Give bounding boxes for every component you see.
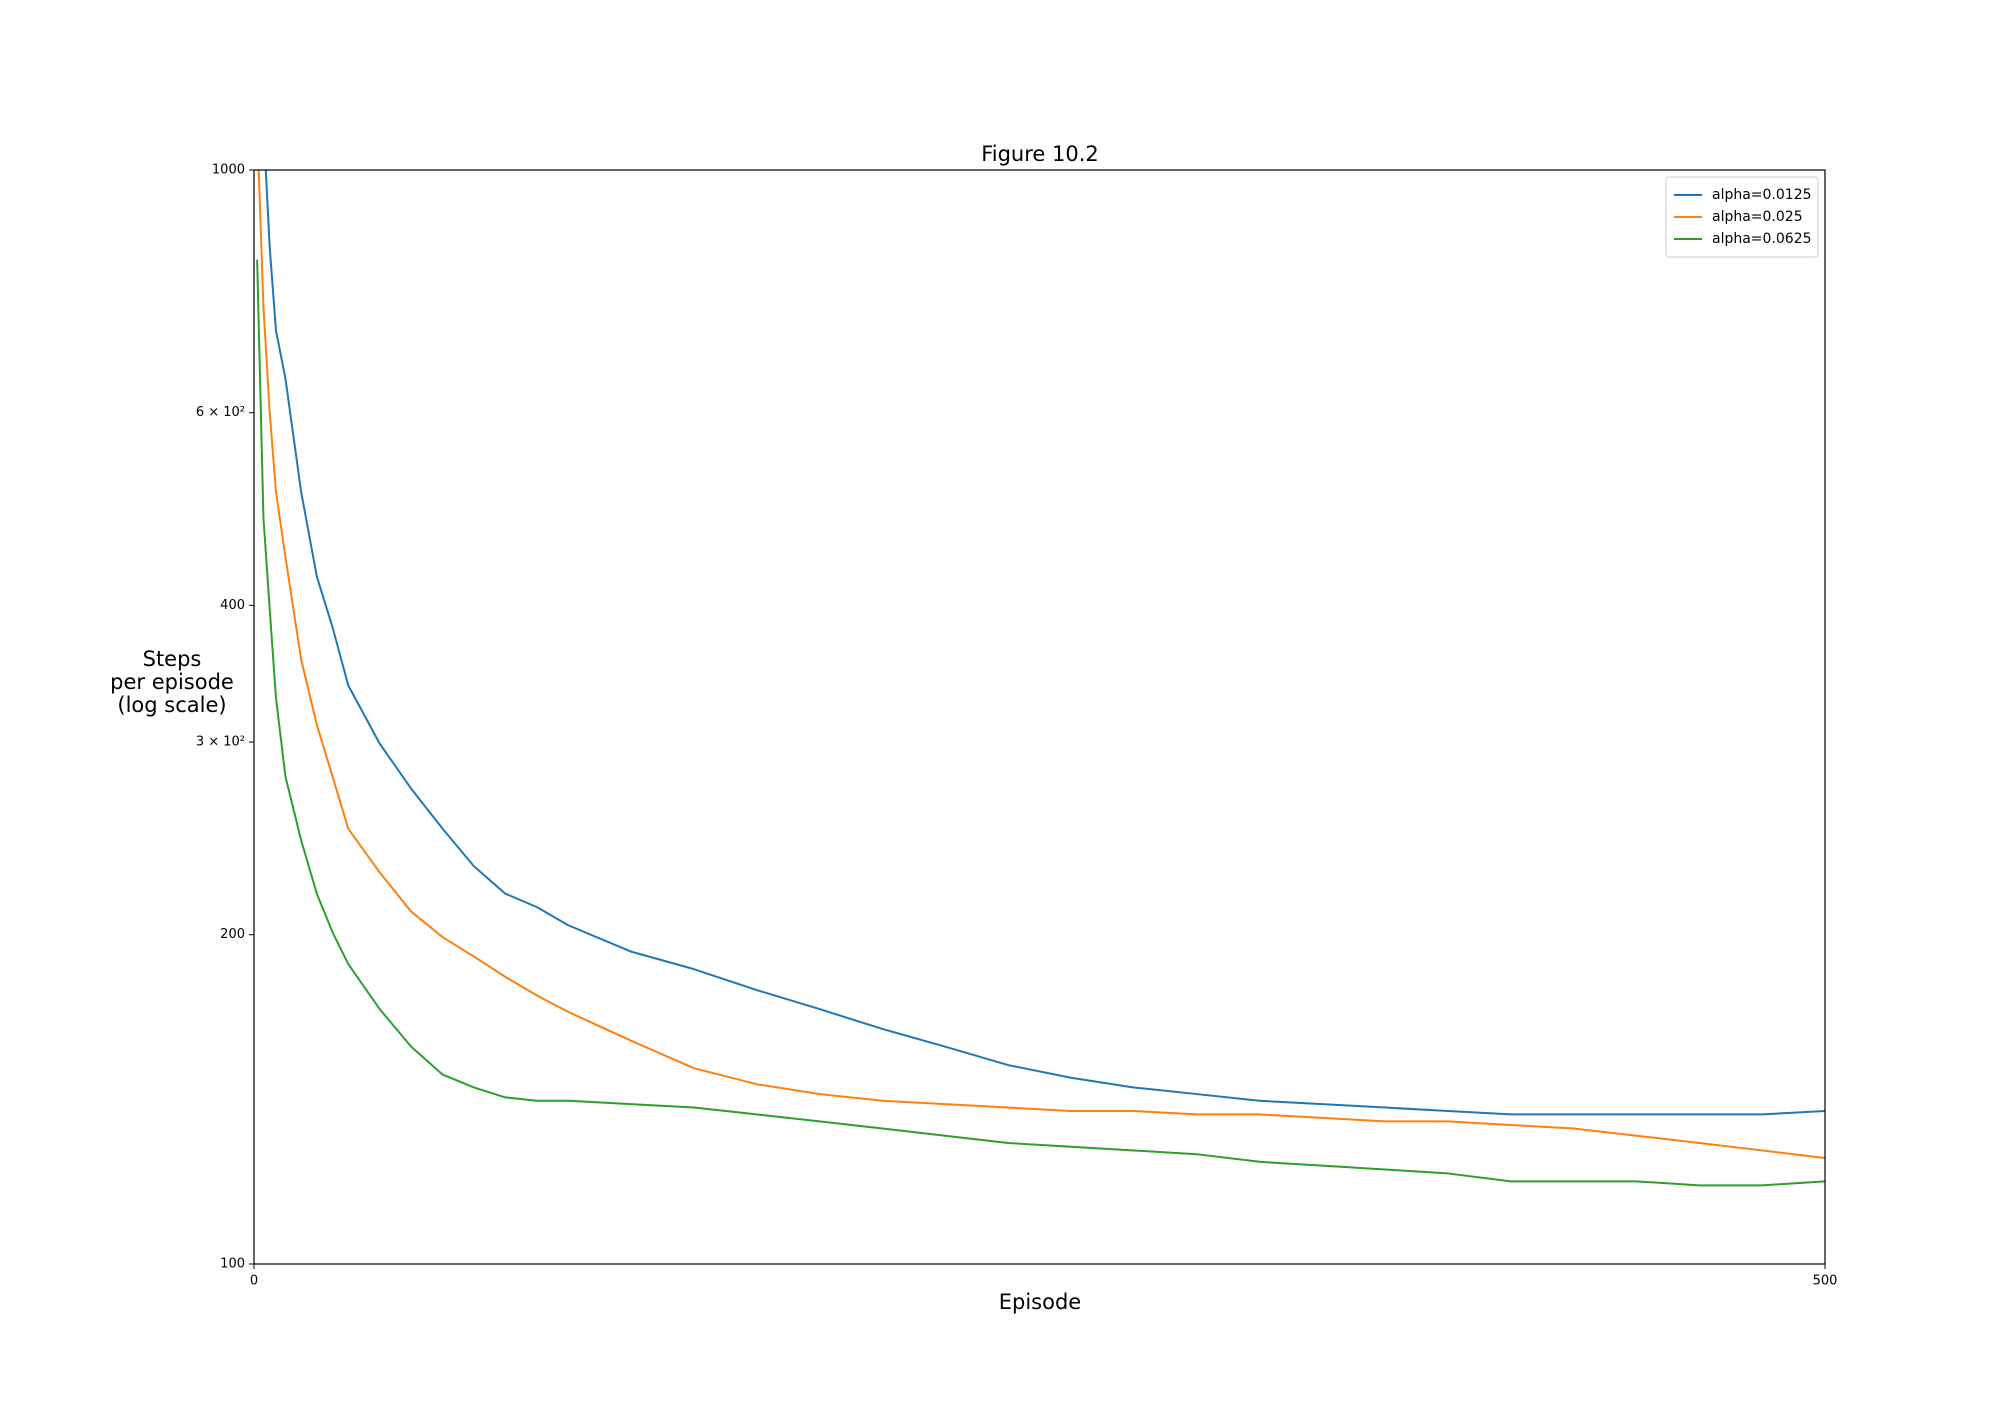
y-tick-label: 200 xyxy=(220,927,245,942)
legend-label: alpha=0.0625 xyxy=(1712,231,1812,247)
legend-label: alpha=0.025 xyxy=(1712,209,1803,225)
legend: alpha=0.0125 alpha=0.025 alpha=0.0625 xyxy=(1665,176,1819,258)
axes-frame xyxy=(253,169,1826,1265)
y-axis-label: (log scale) xyxy=(117,693,226,717)
legend-label: alpha=0.0125 xyxy=(1712,187,1812,203)
x-tick-label: 0 xyxy=(250,1274,258,1289)
y-tick-label: 6 × 10² xyxy=(196,405,245,420)
x-axis-label: Episode xyxy=(999,1290,1081,1314)
x-tick-label: 500 xyxy=(1813,1274,1838,1289)
y-tick-label: 1000 xyxy=(212,163,245,178)
y-tick-label: 3 × 10² xyxy=(196,735,245,750)
plot-area xyxy=(256,170,1825,1187)
chart-title: Figure 10.2 xyxy=(981,142,1099,166)
y-axis-label: Steps xyxy=(143,647,202,671)
data-line xyxy=(264,170,1825,1116)
y-tick-label: 100 xyxy=(220,1257,245,1272)
data-line xyxy=(257,170,1825,1159)
data-line xyxy=(256,259,1825,1187)
y-axis-label: per episode xyxy=(110,670,234,694)
y-tick-label: 400 xyxy=(220,598,245,613)
legend-box xyxy=(1665,176,1819,258)
